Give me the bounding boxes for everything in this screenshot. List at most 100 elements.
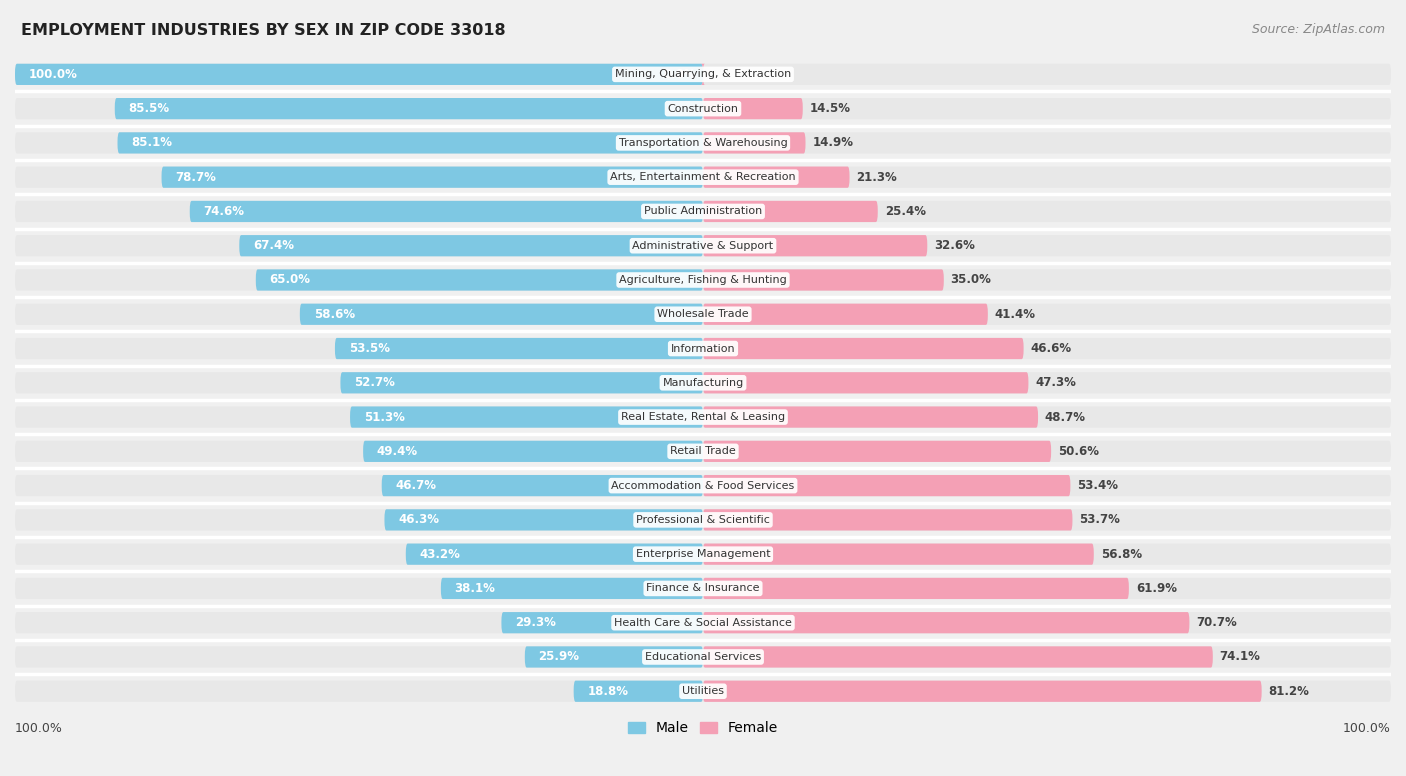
Text: Professional & Scientific: Professional & Scientific <box>636 515 770 525</box>
Text: Arts, Entertainment & Recreation: Arts, Entertainment & Recreation <box>610 172 796 182</box>
FancyBboxPatch shape <box>703 612 1189 633</box>
FancyBboxPatch shape <box>115 98 703 120</box>
FancyBboxPatch shape <box>15 578 1391 599</box>
Text: 21.3%: 21.3% <box>856 171 897 184</box>
Text: 85.1%: 85.1% <box>131 137 173 150</box>
Text: 14.9%: 14.9% <box>813 137 853 150</box>
FancyBboxPatch shape <box>15 98 1391 120</box>
Text: 85.5%: 85.5% <box>128 102 170 115</box>
FancyBboxPatch shape <box>15 612 1391 633</box>
FancyBboxPatch shape <box>335 338 703 359</box>
Text: 78.7%: 78.7% <box>176 171 217 184</box>
Text: 61.9%: 61.9% <box>1136 582 1177 595</box>
Text: 0.0%: 0.0% <box>664 68 696 81</box>
Text: Educational Services: Educational Services <box>645 652 761 662</box>
Text: Mining, Quarrying, & Extraction: Mining, Quarrying, & Extraction <box>614 69 792 79</box>
FancyBboxPatch shape <box>703 269 943 290</box>
FancyBboxPatch shape <box>190 201 703 222</box>
Text: Source: ZipAtlas.com: Source: ZipAtlas.com <box>1251 23 1385 36</box>
Text: Health Care & Social Assistance: Health Care & Social Assistance <box>614 618 792 628</box>
Text: 56.8%: 56.8% <box>1101 548 1142 560</box>
Text: Information: Information <box>671 344 735 354</box>
Text: 50.6%: 50.6% <box>1057 445 1099 458</box>
Text: 70.7%: 70.7% <box>1197 616 1237 629</box>
FancyBboxPatch shape <box>574 681 703 702</box>
FancyBboxPatch shape <box>702 64 704 85</box>
Text: 46.3%: 46.3% <box>398 514 439 526</box>
FancyBboxPatch shape <box>703 167 849 188</box>
FancyBboxPatch shape <box>703 235 928 256</box>
FancyBboxPatch shape <box>703 646 1213 667</box>
Text: 18.8%: 18.8% <box>588 684 628 698</box>
Text: Construction: Construction <box>668 104 738 113</box>
FancyBboxPatch shape <box>15 407 1391 428</box>
FancyBboxPatch shape <box>15 543 1391 565</box>
FancyBboxPatch shape <box>703 475 1070 496</box>
FancyBboxPatch shape <box>239 235 703 256</box>
FancyBboxPatch shape <box>15 441 1391 462</box>
Text: Finance & Insurance: Finance & Insurance <box>647 584 759 594</box>
FancyBboxPatch shape <box>15 338 1391 359</box>
FancyBboxPatch shape <box>15 64 703 85</box>
Text: 53.7%: 53.7% <box>1080 514 1121 526</box>
Text: EMPLOYMENT INDUSTRIES BY SEX IN ZIP CODE 33018: EMPLOYMENT INDUSTRIES BY SEX IN ZIP CODE… <box>21 23 506 38</box>
Text: 100.0%: 100.0% <box>28 68 77 81</box>
Text: 74.6%: 74.6% <box>204 205 245 218</box>
FancyBboxPatch shape <box>441 578 703 599</box>
Text: 58.6%: 58.6% <box>314 308 354 320</box>
FancyBboxPatch shape <box>15 167 1391 188</box>
Text: 100.0%: 100.0% <box>15 722 63 735</box>
Text: Wholesale Trade: Wholesale Trade <box>657 310 749 319</box>
FancyBboxPatch shape <box>15 372 1391 393</box>
FancyBboxPatch shape <box>703 303 988 325</box>
Legend: Male, Female: Male, Female <box>623 716 783 741</box>
FancyBboxPatch shape <box>15 64 1391 85</box>
FancyBboxPatch shape <box>703 201 877 222</box>
FancyBboxPatch shape <box>524 646 703 667</box>
Text: Agriculture, Fishing & Hunting: Agriculture, Fishing & Hunting <box>619 275 787 285</box>
Text: 29.3%: 29.3% <box>515 616 555 629</box>
Text: 65.0%: 65.0% <box>270 273 311 286</box>
Text: 14.5%: 14.5% <box>810 102 851 115</box>
FancyBboxPatch shape <box>15 235 1391 256</box>
FancyBboxPatch shape <box>703 441 1052 462</box>
Text: 81.2%: 81.2% <box>1268 684 1309 698</box>
FancyBboxPatch shape <box>703 372 1028 393</box>
Text: Manufacturing: Manufacturing <box>662 378 744 388</box>
FancyBboxPatch shape <box>703 681 1261 702</box>
Text: 38.1%: 38.1% <box>454 582 495 595</box>
FancyBboxPatch shape <box>15 681 1391 702</box>
Text: 67.4%: 67.4% <box>253 239 294 252</box>
Text: 74.1%: 74.1% <box>1219 650 1261 663</box>
FancyBboxPatch shape <box>703 338 1024 359</box>
FancyBboxPatch shape <box>703 578 1129 599</box>
Text: Retail Trade: Retail Trade <box>671 446 735 456</box>
Text: 52.7%: 52.7% <box>354 376 395 390</box>
FancyBboxPatch shape <box>118 132 703 154</box>
FancyBboxPatch shape <box>15 201 1391 222</box>
FancyBboxPatch shape <box>15 509 1391 531</box>
FancyBboxPatch shape <box>406 543 703 565</box>
Text: Transportation & Warehousing: Transportation & Warehousing <box>619 138 787 148</box>
FancyBboxPatch shape <box>350 407 703 428</box>
FancyBboxPatch shape <box>162 167 703 188</box>
Text: 32.6%: 32.6% <box>934 239 974 252</box>
FancyBboxPatch shape <box>15 303 1391 325</box>
FancyBboxPatch shape <box>703 407 1038 428</box>
Text: 49.4%: 49.4% <box>377 445 418 458</box>
Text: 41.4%: 41.4% <box>994 308 1036 320</box>
FancyBboxPatch shape <box>703 98 803 120</box>
FancyBboxPatch shape <box>15 132 1391 154</box>
Text: Real Estate, Rental & Leasing: Real Estate, Rental & Leasing <box>621 412 785 422</box>
FancyBboxPatch shape <box>15 646 1391 667</box>
Text: 48.7%: 48.7% <box>1045 411 1085 424</box>
Text: 35.0%: 35.0% <box>950 273 991 286</box>
Text: Accommodation & Food Services: Accommodation & Food Services <box>612 480 794 490</box>
Text: 53.4%: 53.4% <box>1077 479 1118 492</box>
FancyBboxPatch shape <box>703 132 806 154</box>
Text: 46.6%: 46.6% <box>1031 342 1071 355</box>
FancyBboxPatch shape <box>363 441 703 462</box>
Text: 46.7%: 46.7% <box>395 479 436 492</box>
Text: 25.9%: 25.9% <box>538 650 579 663</box>
FancyBboxPatch shape <box>703 543 1094 565</box>
